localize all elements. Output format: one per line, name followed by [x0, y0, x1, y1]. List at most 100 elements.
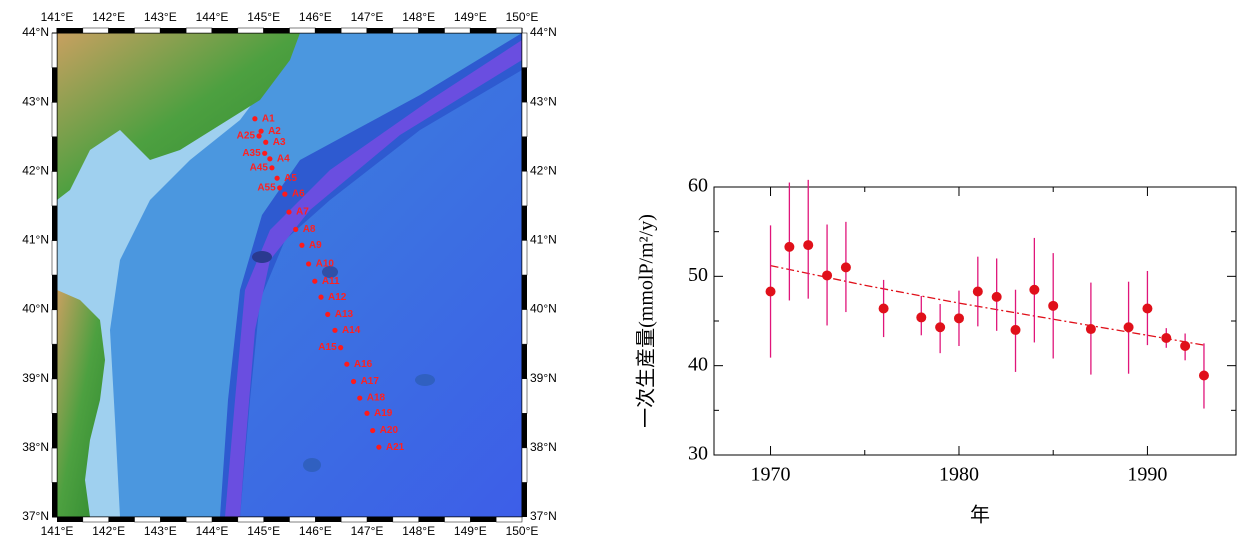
station: [338, 345, 344, 351]
station-label: A13: [335, 309, 354, 320]
border-segment: [470, 517, 497, 522]
y-tick-label: 38°N: [530, 440, 557, 454]
border-segment: [57, 28, 83, 33]
station-label: A20: [380, 425, 399, 436]
data-point: [765, 286, 776, 297]
x-tick-label: 145°E: [247, 10, 280, 24]
border-segment: [315, 28, 342, 33]
station: [263, 139, 269, 145]
y-tick-label: 42°N: [530, 163, 557, 177]
border-segment: [185, 516, 213, 523]
border-segment: [52, 205, 57, 241]
station: [252, 116, 258, 122]
border-segment: [340, 516, 368, 523]
y-tick-label: 30: [688, 443, 708, 465]
border-segment: [51, 309, 58, 345]
x-tick-label: 141°E: [41, 524, 74, 537]
station-label: A9: [309, 240, 322, 251]
y-tick-label: 50: [688, 264, 708, 286]
border-segment: [134, 516, 161, 523]
x-tick-label: 149°E: [454, 10, 487, 24]
border-segment: [82, 27, 109, 34]
border-segment: [134, 27, 161, 34]
border-segment: [522, 482, 527, 517]
station: [299, 242, 305, 248]
data-point: [1048, 300, 1059, 311]
trend-line: [770, 264, 1205, 346]
border-segment: [108, 28, 135, 33]
map-background: [57, 33, 522, 517]
station: [258, 128, 264, 134]
border-segment: [522, 413, 527, 448]
border-segment: [470, 28, 497, 33]
y-tick-label: 44°N: [530, 25, 557, 39]
x-tick-label: 146°E: [299, 524, 332, 537]
station-label: A8: [303, 224, 316, 235]
x-tick-label: 1980: [939, 464, 979, 486]
border-segment: [51, 447, 58, 483]
border-segment: [289, 516, 316, 523]
y-tick-label: 43°N: [22, 94, 49, 108]
data-point: [1161, 332, 1172, 343]
border-segment: [522, 67, 527, 103]
y-tick-label: 40: [688, 353, 708, 375]
station-label: A18: [367, 393, 386, 404]
station: [262, 150, 268, 156]
x-tick-label: 144°E: [196, 524, 229, 537]
station-label: A45: [250, 162, 269, 173]
border-segment: [521, 32, 528, 68]
station-label: A25: [237, 131, 256, 142]
border-segment: [522, 136, 527, 172]
border-segment: [340, 27, 368, 34]
border-segment: [522, 205, 527, 241]
station: [269, 165, 275, 171]
border-segment: [237, 27, 264, 34]
x-axis-label: 年: [970, 504, 990, 527]
data-point: [784, 241, 795, 252]
border-segment: [52, 136, 57, 172]
station-label: A21: [386, 442, 405, 453]
border-segment: [263, 517, 290, 522]
data-point: [953, 313, 964, 324]
border-segment: [237, 516, 264, 523]
station-label: A15: [318, 342, 337, 353]
station: [306, 261, 312, 267]
station-label: A10: [316, 259, 335, 270]
x-tick-label: 150°E: [506, 524, 539, 537]
data-point: [803, 240, 814, 251]
border-segment: [52, 413, 57, 448]
x-tick-label: 143°E: [144, 524, 177, 537]
station-label: A16: [354, 359, 373, 370]
y-tick-label: 39°N: [22, 371, 49, 385]
y-axis-label: 一次生産量(mmolP/m²/y): [635, 214, 658, 428]
station: [344, 361, 350, 367]
y-tick-label: 41°N: [22, 233, 49, 247]
y-tick-label: 44°N: [22, 25, 49, 39]
station-label: A12: [328, 292, 347, 303]
border-segment: [521, 101, 528, 137]
station: [256, 133, 262, 139]
data-point: [991, 291, 1002, 302]
chart-frame: [713, 186, 1237, 456]
y-tick-label: 37°N: [22, 509, 49, 523]
station: [318, 294, 324, 300]
border-segment: [444, 516, 471, 523]
station-label: A19: [374, 408, 393, 419]
map-border: [51, 27, 528, 523]
x-tick-label: 1970: [751, 464, 791, 486]
x-tick-label: 142°E: [92, 524, 125, 537]
station: [370, 427, 376, 434]
border-segment: [522, 275, 527, 310]
x-tick-label: 143°E: [144, 10, 177, 24]
x-tick-label: 148°E: [402, 524, 435, 537]
border-segment: [521, 309, 528, 345]
border-segment: [160, 517, 187, 522]
y-tick-label: 43°N: [530, 94, 557, 108]
x-tick-label: 141°E: [41, 10, 74, 24]
border-segment: [444, 27, 471, 34]
border-segment: [418, 28, 445, 33]
station: [350, 378, 357, 385]
data-point: [1180, 341, 1191, 352]
data-point: [916, 312, 927, 323]
